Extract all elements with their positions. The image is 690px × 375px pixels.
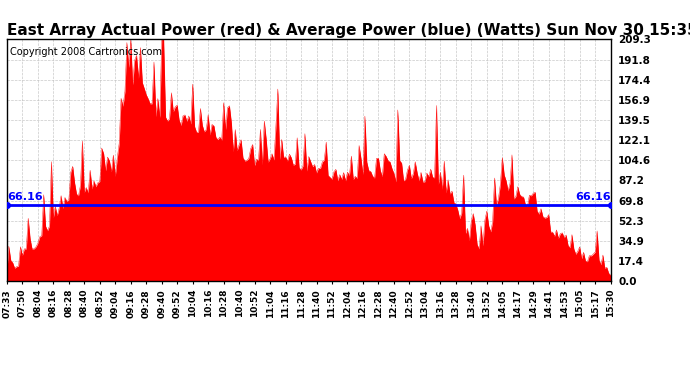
Text: 66.16: 66.16 [575,192,611,202]
Text: 66.16: 66.16 [7,192,43,202]
Text: Copyright 2008 Cartronics.com: Copyright 2008 Cartronics.com [10,46,162,57]
Text: East Array Actual Power (red) & Average Power (blue) (Watts) Sun Nov 30 15:35: East Array Actual Power (red) & Average … [7,23,690,38]
